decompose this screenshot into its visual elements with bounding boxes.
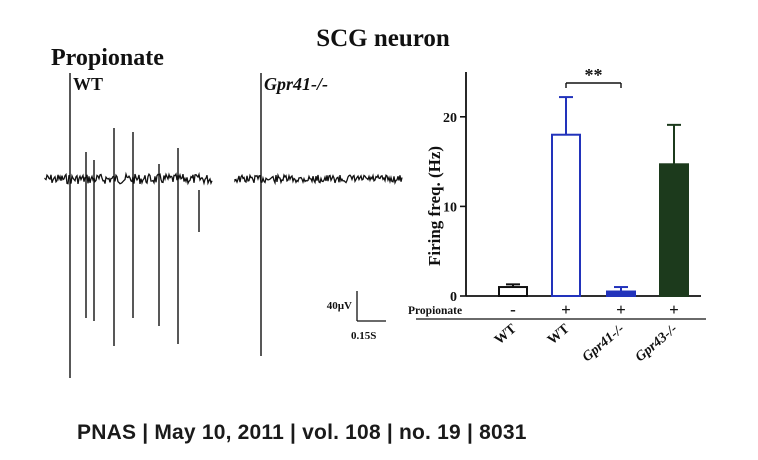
volume: vol. 108: [302, 421, 381, 444]
issue-date: May 10, 2011: [154, 421, 284, 444]
propionate-sign-1: -: [510, 300, 516, 319]
page-number: 8031: [479, 421, 527, 444]
citation-caption: PNAS | May 10, 2011 | vol. 108 | no. 19 …: [77, 421, 527, 444]
x-tick-label-2: WT: [545, 321, 573, 348]
x-tick-label-3: Gpr41-/-: [580, 321, 628, 365]
bar-3: [606, 290, 636, 297]
error-bar-3: [614, 286, 628, 292]
bar-2: [551, 133, 581, 297]
error-bar-4: [667, 123, 681, 165]
y-axis-label: Firing freq. (Hz): [425, 146, 444, 266]
trace-wt: [44, 128, 213, 346]
propionate-row-label: Propionate: [408, 305, 462, 317]
error-bar-1: [506, 283, 520, 288]
propionate-sign-4: +: [669, 300, 679, 319]
journal-name: PNAS: [77, 421, 137, 444]
issue-number: no. 19: [399, 421, 461, 444]
propionate-sign-3: +: [616, 300, 626, 319]
y-tick-label: 20: [443, 111, 457, 126]
bar-4: [659, 163, 689, 297]
error-bar-2: [559, 96, 573, 135]
condition-label: Propionate: [51, 45, 164, 71]
scale-bar-voltage: 40µV: [327, 300, 352, 312]
propionate-sign-2: +: [561, 300, 571, 319]
x-tick-label-1: WT: [492, 321, 520, 348]
figure-title: SCG neuron: [316, 25, 450, 52]
trace-label-gpr41: Gpr41-/-: [264, 74, 328, 94]
scale-bar: 40µV 0.15S: [327, 291, 386, 342]
y-tick-label: 10: [443, 200, 457, 215]
significance-bracket: **: [565, 65, 622, 88]
trace-label-wt: WT: [73, 74, 103, 94]
significance-label: **: [585, 65, 603, 85]
scale-bar-time: 0.15S: [351, 330, 376, 342]
bar-1: [498, 286, 528, 298]
y-tick-label: 0: [450, 290, 457, 305]
trace-gpr41: [234, 172, 403, 186]
x-tick-label-4: Gpr43-/-: [633, 321, 681, 365]
